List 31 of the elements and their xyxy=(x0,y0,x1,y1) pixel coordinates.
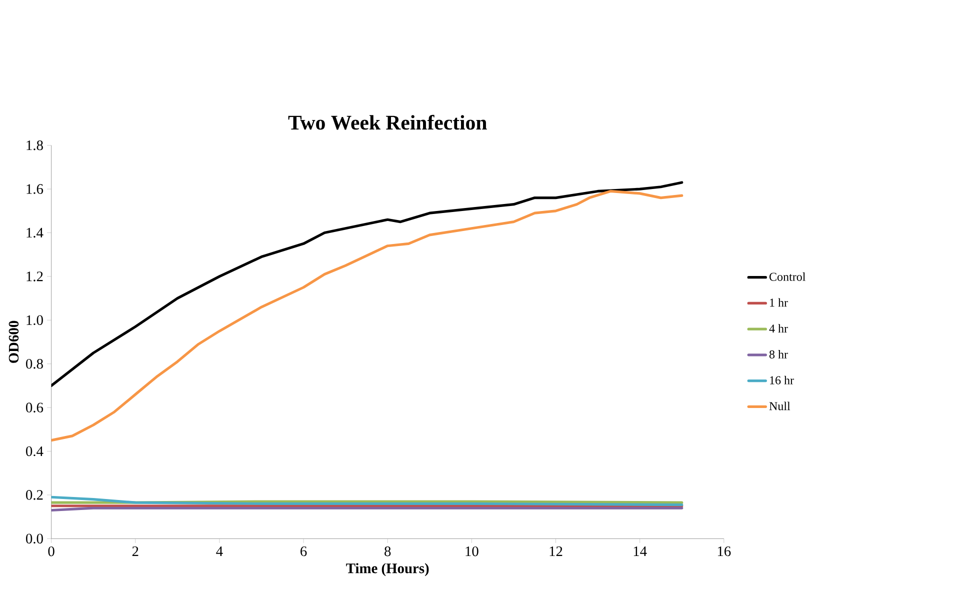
legend-label: 16 hr xyxy=(770,376,794,384)
line-series xyxy=(51,190,684,442)
chart-title: Two Week Reinfection xyxy=(288,114,487,130)
x-tick-label: 4 xyxy=(216,546,223,556)
legend-label: 4 hr xyxy=(769,324,788,333)
y-tick-label: 1.8 xyxy=(26,140,43,150)
y-tick-label: 1.2 xyxy=(26,272,43,282)
line-series xyxy=(51,181,684,388)
legend-label: 1 hr xyxy=(770,298,788,307)
x-tick-label: 2 xyxy=(132,546,138,556)
y-tick-label: 0.6 xyxy=(26,402,44,413)
legend-label: 8 hr xyxy=(769,350,788,359)
y-tick-label: 0.0 xyxy=(26,534,43,544)
x-axis-title: Time (Hours) xyxy=(346,563,429,576)
y-tick-label: 0.4 xyxy=(26,446,44,456)
x-tick-label: 8 xyxy=(384,546,391,556)
y-tick-label: 1.0 xyxy=(26,315,43,326)
legend-label: Null xyxy=(769,402,790,410)
x-tick-label: 10 xyxy=(466,546,478,556)
x-tick-label: 6 xyxy=(300,546,307,556)
y-tick-label: 1.4 xyxy=(26,228,44,238)
y-tick-label: 0.8 xyxy=(26,359,43,369)
x-tick-label: 12 xyxy=(550,546,562,556)
line-series xyxy=(51,496,684,506)
y-tick-label: 1.6 xyxy=(26,184,44,194)
x-tick-label: 0 xyxy=(48,546,54,556)
y-tick-label: 0.2 xyxy=(26,490,43,500)
y-axis-title: OD600 xyxy=(8,321,19,364)
legend-label: Control xyxy=(769,272,806,281)
x-tick-label: 14 xyxy=(634,546,647,556)
x-tick-label: 16 xyxy=(718,546,731,556)
